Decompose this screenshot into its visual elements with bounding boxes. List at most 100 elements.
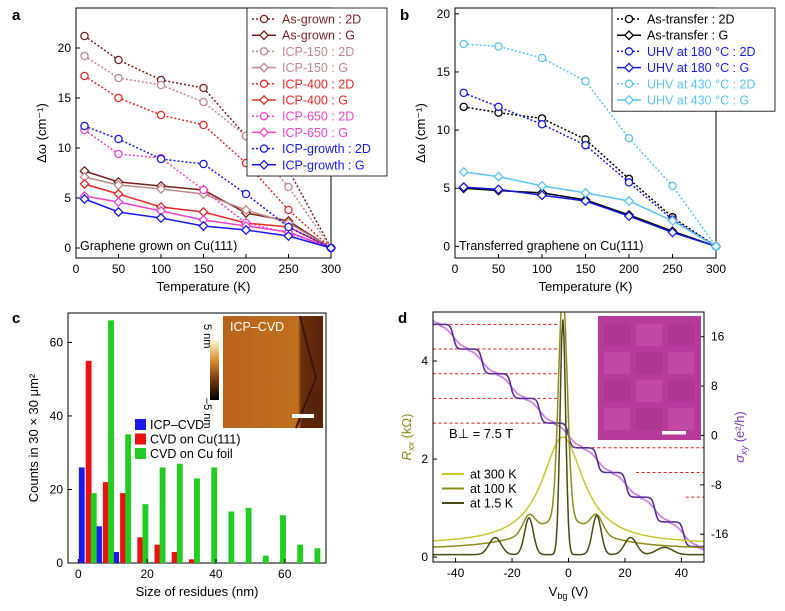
bar bbox=[314, 548, 321, 563]
data-point bbox=[284, 205, 293, 215]
colorbar-bottom-label: –5 nm bbox=[201, 398, 213, 429]
bar bbox=[108, 320, 114, 563]
data-point bbox=[198, 220, 209, 232]
data-point bbox=[80, 71, 89, 81]
data-point bbox=[667, 215, 678, 226]
bar bbox=[102, 482, 109, 563]
legend-swatch bbox=[135, 419, 146, 430]
data-point bbox=[493, 171, 504, 182]
legend-entry: As-transfer : G bbox=[647, 29, 728, 43]
x-tick-label: 20 bbox=[140, 567, 154, 581]
device-pad bbox=[604, 352, 630, 374]
data-point bbox=[80, 51, 89, 61]
legend-entry: CVD on Cu foil bbox=[150, 447, 233, 461]
device-pad bbox=[604, 408, 630, 430]
x-tick-label: 250 bbox=[662, 262, 682, 276]
data-point bbox=[199, 120, 208, 130]
afm-inset-label: ICP–CVD bbox=[230, 320, 284, 334]
x-tick-label: 60 bbox=[278, 567, 292, 581]
bar bbox=[90, 493, 97, 563]
bar bbox=[171, 551, 178, 563]
legend-entry: UHV at 180 °C : G bbox=[647, 61, 749, 75]
legend-box bbox=[611, 7, 776, 112]
legend-marker bbox=[623, 62, 635, 73]
data-point bbox=[458, 166, 469, 178]
data-point bbox=[580, 187, 591, 199]
legend-entry: ICP-400 : G bbox=[282, 94, 348, 108]
rxx-100K bbox=[433, 312, 704, 549]
y-tick-label-left: 0 bbox=[421, 550, 428, 564]
data-point bbox=[710, 241, 722, 252]
x-tick-label: 100 bbox=[532, 262, 552, 276]
panel-letter-c: c bbox=[12, 310, 20, 327]
chart-panel-c: 0 20 40 60 0 20 40 60 Size of residues (nm) Count… bbox=[26, 312, 327, 599]
data-point bbox=[199, 185, 208, 195]
data-point bbox=[459, 39, 468, 49]
data-point bbox=[79, 193, 90, 205]
x-tick-label: 250 bbox=[278, 262, 298, 276]
legend-marker bbox=[624, 47, 634, 56]
data-point bbox=[325, 242, 337, 254]
data-point bbox=[114, 134, 123, 144]
x-tick-label: 20 bbox=[618, 566, 632, 580]
panel-letter-d: d bbox=[398, 310, 407, 327]
legend-marker bbox=[259, 14, 269, 24]
legend-marker bbox=[258, 94, 270, 106]
data-point bbox=[114, 55, 123, 65]
x-tick-label: 100 bbox=[151, 262, 171, 276]
legend-marker bbox=[623, 30, 635, 41]
data-point bbox=[113, 206, 124, 218]
legend-marker bbox=[258, 30, 270, 41]
bar bbox=[176, 463, 183, 563]
data-point bbox=[459, 102, 468, 112]
device-pad bbox=[636, 380, 662, 402]
x-tick-label: 40 bbox=[209, 567, 223, 581]
data-point bbox=[240, 204, 252, 216]
device-pad bbox=[604, 324, 630, 346]
x-tick-label: 50 bbox=[112, 262, 126, 276]
x-tick-label: 150 bbox=[575, 262, 595, 276]
data-point bbox=[79, 178, 90, 190]
y-axis-label: Counts in 30 × 30 μm² bbox=[26, 373, 41, 502]
data-point bbox=[240, 224, 252, 236]
x-tick-label: 50 bbox=[492, 262, 506, 276]
chart-panel-b: 0 50 100 150 200 250 300 0 5 10 15 20 Temperature (K… bbox=[413, 7, 776, 294]
colorbar-top-label: 5 nm bbox=[201, 324, 213, 348]
data-point bbox=[156, 110, 166, 120]
rxx-1p5K bbox=[433, 319, 704, 556]
legend-marker bbox=[259, 79, 269, 89]
bar bbox=[228, 511, 235, 563]
legend-entry: at 100 K bbox=[470, 482, 517, 496]
y-axis-label-left: Rxx (kΩ) bbox=[399, 414, 416, 461]
data-point bbox=[199, 97, 208, 107]
data-point bbox=[283, 230, 294, 242]
annotation-label: Transferred graphene on Cu(111) bbox=[459, 239, 644, 253]
legend-marker bbox=[258, 62, 270, 73]
scale-bar bbox=[662, 431, 686, 435]
legend-entry: UHV at 430 °C : G bbox=[647, 94, 749, 108]
y-tick-label-right: 0 bbox=[711, 428, 718, 442]
data-point bbox=[536, 180, 548, 192]
x-tick-label: 0 bbox=[73, 262, 80, 276]
data-point bbox=[114, 73, 123, 83]
y-tick-label-left: 4 bbox=[421, 354, 428, 368]
legend-entry: at 300 K bbox=[470, 468, 517, 482]
plot-area bbox=[433, 312, 704, 556]
y-tick-label: 20 bbox=[437, 7, 451, 21]
y-tick-label: 15 bbox=[58, 91, 72, 105]
x-tick-label: 200 bbox=[236, 262, 256, 276]
data-point bbox=[114, 149, 123, 159]
bar bbox=[120, 493, 126, 563]
data-point bbox=[581, 140, 590, 150]
scale-bar bbox=[292, 414, 314, 418]
bar bbox=[78, 467, 85, 563]
device-pad bbox=[668, 380, 694, 402]
data-point bbox=[199, 159, 208, 169]
x-tick-label: 200 bbox=[619, 262, 639, 276]
device-pad bbox=[604, 380, 630, 402]
legend-entry: UHV at 180 °C : 2D bbox=[647, 45, 756, 59]
legend-marker bbox=[259, 144, 269, 153]
data-point bbox=[623, 211, 635, 222]
